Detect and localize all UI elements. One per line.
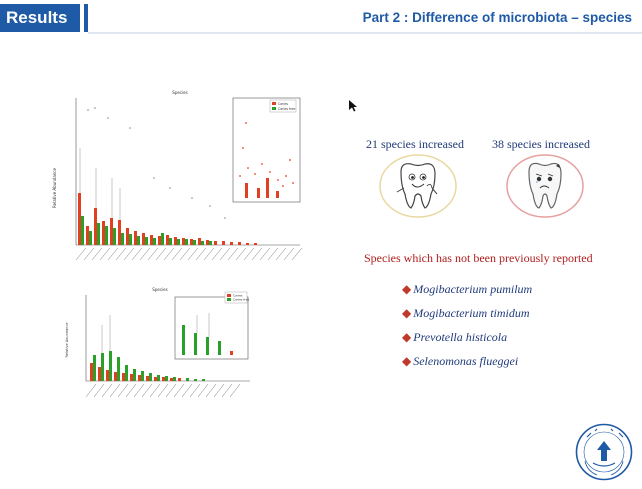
legend-caries-free: Caries free xyxy=(278,107,295,111)
species-item: ◆ Mogibacterium timidum xyxy=(402,306,530,321)
lower-legend-swatch-caries xyxy=(227,294,231,297)
reported-heading: Species which has not been previously re… xyxy=(364,251,593,265)
lower-boxplots xyxy=(90,315,205,381)
diamond-bullet-icon: ◆ xyxy=(402,330,412,344)
diamond-bullet-icon: ◆ xyxy=(402,306,412,320)
upper-boxplots xyxy=(78,148,257,245)
lower-chart-svg: Species Relative Abundance Caries Caries… xyxy=(60,285,260,410)
university-seal-icon xyxy=(575,423,633,481)
lower-legend: Caries Caries free xyxy=(224,291,249,304)
upper-inset-frame xyxy=(232,97,301,203)
species-item: ◆ Mogibacterium pumilum xyxy=(402,282,532,297)
species-name: Mogibacterium pumilum xyxy=(413,282,533,296)
part-title: Part 2 : Difference of microbiota – spec… xyxy=(362,10,632,25)
species-name: Prevotella histicola xyxy=(413,330,508,344)
legend-caries: Caries xyxy=(278,102,288,106)
species-name: Mogibacterium timidum xyxy=(413,306,530,320)
upper-outliers xyxy=(87,107,226,219)
upper-inset-marks xyxy=(239,122,294,198)
increased-caries-label: 38 species increased xyxy=(492,137,590,151)
increased-caries-free-label: 21 species increased xyxy=(366,137,464,151)
species-name: Selenomonas flueggei xyxy=(413,354,519,368)
diamond-bullet-icon: ◆ xyxy=(402,354,412,368)
lower-inset-frame xyxy=(174,296,249,360)
diamond-bullet-icon: ◆ xyxy=(402,282,412,296)
lower-legend-swatch-caries-free xyxy=(227,298,231,301)
legend-swatch-caries xyxy=(272,102,276,105)
lower-species-chart: Species Relative Abundance Caries Caries… xyxy=(60,285,260,410)
upper-x-tick-labels xyxy=(75,247,303,261)
upper-chart-ylabel: Relative Abundance xyxy=(52,167,57,207)
legend-swatch-caries-free xyxy=(272,107,276,110)
mouse-cursor-icon xyxy=(349,100,357,112)
healthy-tooth-icon xyxy=(379,154,457,218)
slide-header: Results Part 2 : Difference of microbiot… xyxy=(0,0,642,36)
decayed-tooth-icon xyxy=(506,154,584,218)
species-item: ◆ Prevotella histicola xyxy=(402,330,507,345)
lower-chart-title: Species xyxy=(152,287,167,292)
lower-chart-ylabel: Relative Abundance xyxy=(65,323,69,358)
upper-chart-title: Species xyxy=(172,90,187,95)
upper-species-chart: Species Relative Abundance Caries Caries… xyxy=(50,88,310,274)
section-tag: Results xyxy=(0,4,80,32)
lower-legend-caries-free: Caries free xyxy=(233,298,249,302)
lower-x-tick-labels xyxy=(85,383,241,398)
species-item: ◆ Selenomonas flueggei xyxy=(402,354,518,369)
header-accent-bar xyxy=(84,4,88,32)
section-tag-label: Results xyxy=(6,8,68,27)
lower-legend-caries: Caries xyxy=(233,294,243,298)
upper-legend: Caries Caries free xyxy=(269,99,297,113)
lower-inset-marks xyxy=(182,313,233,355)
header-divider xyxy=(88,32,642,34)
upper-chart-svg: Species Relative Abundance Caries Caries… xyxy=(50,88,310,274)
